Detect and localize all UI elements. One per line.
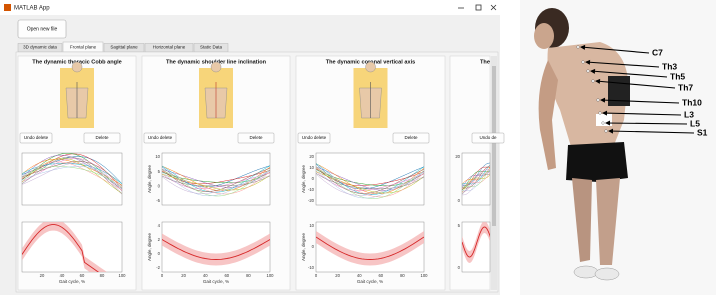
panels: The dynamic thoracic Cobb angleUndo dele… <box>18 56 504 295</box>
x-tick-label: 60 <box>80 273 85 278</box>
x-tick-label: 40 <box>203 273 208 278</box>
marker-dot <box>597 99 600 102</box>
x-tick-label: 80 <box>100 273 105 278</box>
y-tick-label: 20 <box>309 154 314 159</box>
marker-label: C7 <box>652 47 663 57</box>
plot-area <box>462 153 490 205</box>
x-tick-label: 20 <box>181 273 186 278</box>
tab-label: Sagittal plane <box>110 45 138 50</box>
y-tick-label: 10 <box>309 223 314 228</box>
y-axis-label: Angle, degree <box>301 164 306 193</box>
marker-label: S1 <box>697 127 708 137</box>
marker-label: Th5 <box>670 71 685 81</box>
panel: The dynamic shoulder line inclinationUnd… <box>142 56 290 290</box>
x-axis-label: Gait cycle, % <box>59 279 85 284</box>
delete-button-label: Delete <box>95 135 109 140</box>
delete-button-label: Delete <box>404 135 418 140</box>
marker-dot <box>592 80 595 83</box>
x-tick-label: 60 <box>378 273 383 278</box>
tab-label: Static Data <box>200 45 223 50</box>
tab-label: Horizontal plane <box>153 45 186 50</box>
x-tick-label: 40 <box>60 273 65 278</box>
marker-dot <box>599 112 602 115</box>
screenshot: MATLAB App Open new file 3D dynamic data… <box>0 0 716 295</box>
y-axis-label: Angle, degree <box>147 164 152 193</box>
undo-button-label: Undo delete <box>24 135 49 140</box>
undo-button-label: Undo delete <box>148 135 173 140</box>
x-tick-label: 60 <box>224 273 229 278</box>
y-tick-label: -10 <box>308 187 315 192</box>
marker-dot <box>577 46 580 49</box>
x-tick-label: 100 <box>119 273 127 278</box>
x-tick-label: 40 <box>357 273 362 278</box>
marker-dot <box>582 61 585 64</box>
panel: The dynamic thoracic Cobb angleUndo dele… <box>18 56 136 295</box>
x-tick-label: 100 <box>267 273 275 278</box>
photo <box>520 0 716 295</box>
y-tick-label: 10 <box>155 154 160 159</box>
y-axis-label: Angle, degree <box>147 232 152 261</box>
y-tick-label: 20 <box>455 154 460 159</box>
tab-bar: 3D dynamic data Frontal plane Sagittal pla… <box>18 42 228 52</box>
y-tick-label: -20 <box>308 198 315 203</box>
y-axis-label: Angle, degree <box>301 232 306 261</box>
x-tick-label: 80 <box>246 273 251 278</box>
panel-title: The <box>480 59 490 65</box>
x-axis-label: Gait cycle, % <box>203 279 229 284</box>
title-bar <box>0 0 500 15</box>
x-tick-label: 20 <box>335 273 340 278</box>
marker-label: Th3 <box>662 61 677 71</box>
y-tick-label: -10 <box>308 265 315 270</box>
tab-label: 3D dynamic data <box>23 45 57 50</box>
x-tick-label: 20 <box>40 273 45 278</box>
delete-button-label: Delete <box>249 135 263 140</box>
x-tick-label: 80 <box>400 273 405 278</box>
app-icon <box>4 4 11 11</box>
tab-label: Frontal plane <box>70 45 97 50</box>
undo-button-label: Undo delete <box>302 135 327 140</box>
window-title: MATLAB App <box>14 6 50 12</box>
undo-button-label: Undo de <box>479 135 497 140</box>
marker-dot <box>605 130 608 133</box>
marker-label: Th7 <box>678 82 693 92</box>
marker-dot <box>602 122 605 125</box>
x-axis-label: Gait cycle, % <box>357 279 383 284</box>
marker-label: Th10 <box>682 97 702 107</box>
scrollbar-thumb[interactable] <box>492 66 496 226</box>
x-tick-label: 100 <box>421 273 429 278</box>
y-tick-label: 10 <box>309 165 314 170</box>
marker-dot <box>587 70 590 73</box>
open-button-label: Open new file <box>27 26 58 32</box>
